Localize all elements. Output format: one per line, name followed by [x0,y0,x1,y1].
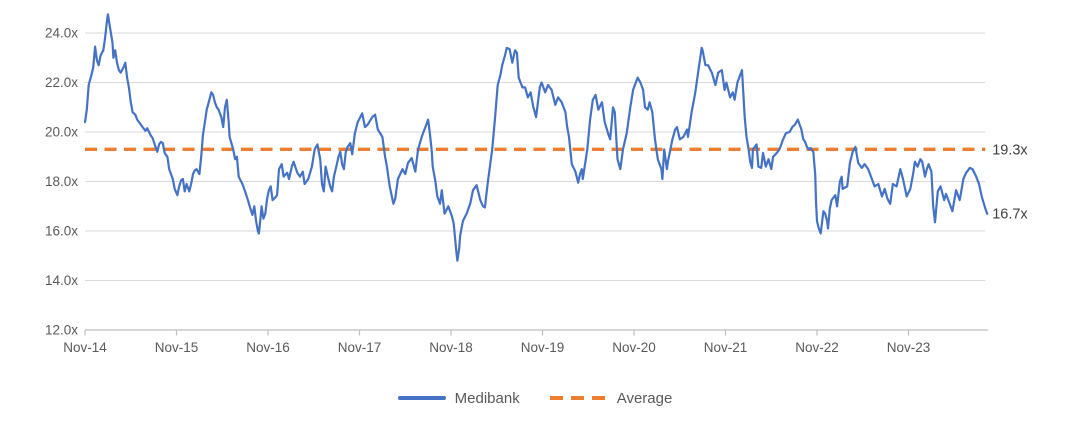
x-tick-label: Nov-16 [246,340,290,355]
chart-legend: Medibank Average [0,381,1070,415]
y-tick-label: 22.0x [45,75,78,90]
annotation-19.3x: 19.3x [992,142,1028,158]
x-tick-label: Nov-21 [704,340,748,355]
x-tick-label: Nov-14 [63,340,107,355]
x-tick-label: Nov-19 [521,340,565,355]
y-tick-label: 14.0x [45,273,78,288]
x-tick-label: Nov-20 [612,340,656,355]
x-tick-label: Nov-17 [338,340,382,355]
y-tick-label: 20.0x [45,125,78,140]
legend-item-average: Average [549,389,673,407]
medibank-line-swatch [397,396,446,400]
x-tick-label: Nov-23 [887,340,931,355]
chart-plot-area: 12.0x 14.0x 16.0x 18.0x 20.0x 22.0x 24.0x Nov-1… [45,13,1028,355]
legend-label-medibank: Medibank [454,389,520,407]
x-tick-label: Nov-18 [429,340,473,355]
x-tick-label: Nov-15 [155,340,199,355]
medibank-series-line [83,13,989,262]
legend-label-average: Average [616,389,673,407]
annotation-16.7x: 16.7x [992,207,1028,223]
y-tick-label: 12.0x [45,323,78,338]
legend-item-medibank: Medibank [397,389,520,407]
average-line-swatch [549,396,608,400]
y-tick-label: 16.0x [45,224,78,239]
y-tick-label: 18.0x [45,174,78,189]
y-tick-label: 24.0x [45,26,78,41]
x-tick-label: Nov-22 [795,340,839,355]
